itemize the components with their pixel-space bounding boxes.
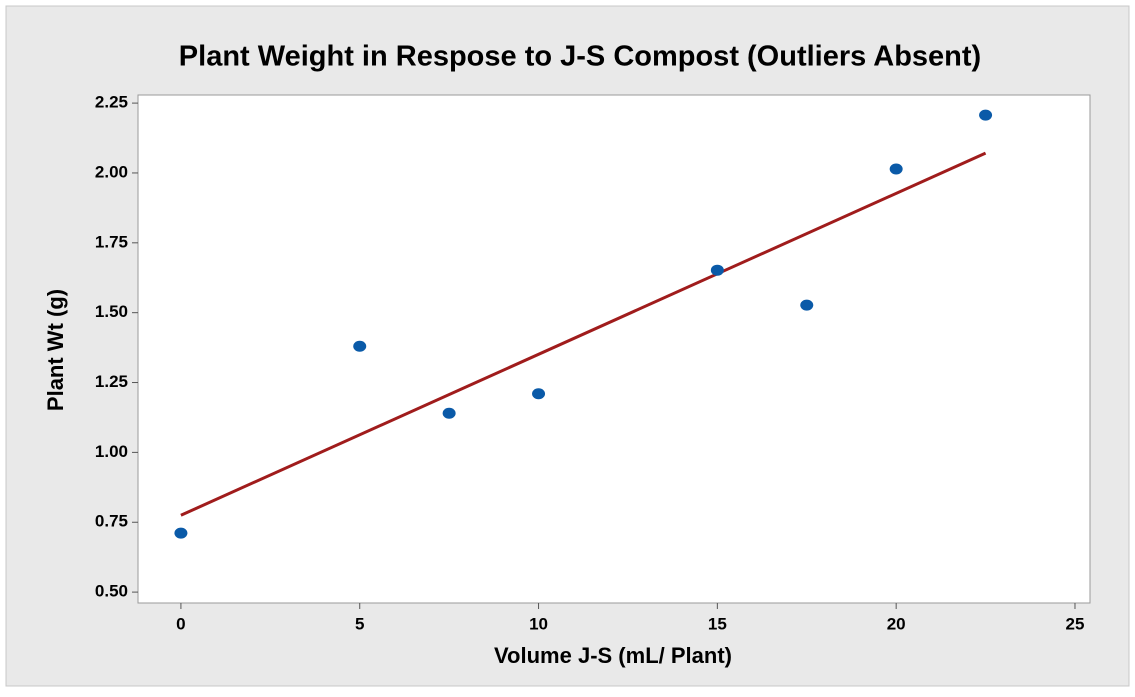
y-tick-label: 2.25	[95, 93, 128, 112]
data-point	[889, 163, 903, 175]
x-axis-label: Volume J-S (mL/ Plant)	[494, 643, 732, 668]
y-tick-label: 2.00	[95, 162, 128, 181]
data-point	[353, 340, 367, 352]
y-tick-label: 1.75	[95, 232, 128, 251]
y-tick-label: 0.75	[95, 512, 128, 531]
plot-area	[137, 94, 1091, 604]
data-point	[800, 299, 814, 311]
fit-line	[180, 151, 987, 517]
x-tick-label: 25	[1066, 614, 1085, 633]
y-tick-label: 1.00	[95, 442, 128, 461]
data-point	[532, 388, 546, 400]
x-tick-label: 15	[708, 614, 727, 633]
y-tick-label: 1.50	[95, 302, 128, 321]
data-point	[710, 264, 724, 276]
chart-title: Plant Weight in Respose to J-S Compost (…	[179, 41, 981, 73]
data-point	[979, 109, 993, 121]
y-axis-label: Plant Wt (g)	[43, 289, 68, 411]
y-tick-label: 1.25	[95, 372, 128, 391]
data-point	[442, 407, 456, 419]
x-tick-label: 5	[355, 614, 364, 633]
x-tick-label: 0	[176, 614, 185, 633]
x-tick-label: 20	[887, 614, 906, 633]
y-tick-label: 0.50	[95, 582, 128, 601]
x-tick-label: 10	[529, 614, 548, 633]
data-point	[174, 527, 188, 539]
